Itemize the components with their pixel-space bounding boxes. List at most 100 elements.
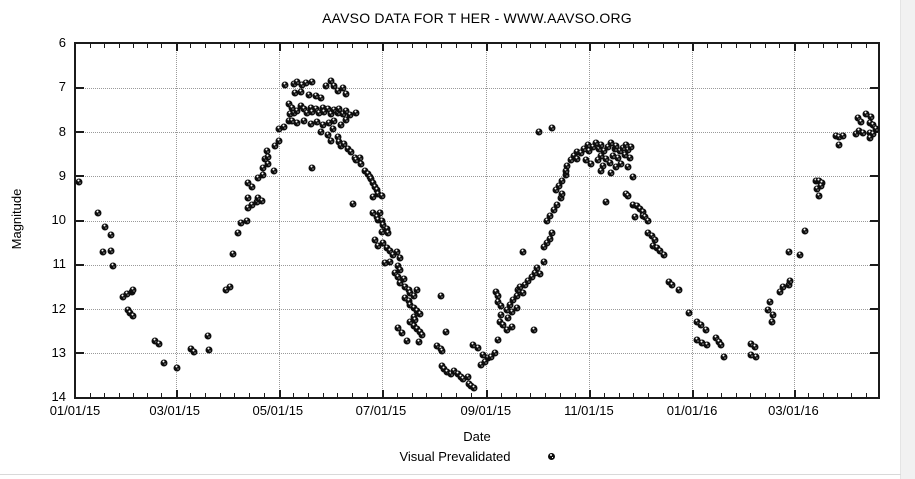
data-point xyxy=(626,154,634,162)
data-point xyxy=(222,286,230,294)
data-point xyxy=(342,116,350,124)
data-point xyxy=(867,113,875,121)
data-point xyxy=(835,141,843,149)
data-point xyxy=(442,328,450,336)
data-point xyxy=(487,353,495,361)
data-point xyxy=(308,78,316,86)
data-point xyxy=(258,197,266,205)
data-point xyxy=(540,243,548,251)
x-tick-label: 03/01/15 xyxy=(149,403,201,418)
x-minor-tick-top xyxy=(515,44,517,48)
data-point xyxy=(813,185,821,193)
data-point xyxy=(410,292,418,300)
data-point xyxy=(651,236,659,244)
data-point xyxy=(702,326,710,334)
data-point xyxy=(280,123,288,131)
x-minor-tick-top xyxy=(735,44,737,48)
data-point xyxy=(612,163,620,171)
x-minor-tick-top xyxy=(808,44,810,48)
data-point xyxy=(270,167,278,175)
data-point xyxy=(862,110,870,118)
x-minor-tick xyxy=(648,393,650,397)
x-minor-tick xyxy=(90,393,92,397)
data-point xyxy=(386,258,394,266)
x-minor-tick-top xyxy=(411,44,413,48)
x-minor-tick xyxy=(441,393,443,397)
data-point xyxy=(521,281,529,289)
x-minor-tick-top xyxy=(633,44,635,48)
data-point xyxy=(494,336,502,344)
data-point xyxy=(237,219,245,227)
data-point xyxy=(612,142,620,150)
data-point xyxy=(622,141,630,149)
x-minor-tick-top xyxy=(706,44,708,48)
data-point xyxy=(313,118,321,126)
data-point xyxy=(325,119,333,127)
data-point xyxy=(293,119,301,127)
x-minor-tick xyxy=(205,393,207,397)
horizontal-gridline xyxy=(76,88,878,90)
data-point xyxy=(555,182,563,190)
x-major-tick-top xyxy=(486,44,489,51)
y-major-tick-right xyxy=(870,219,878,222)
data-point xyxy=(293,107,301,115)
window-bottom-edge xyxy=(0,474,901,475)
x-minor-tick xyxy=(559,393,561,397)
x-minor-tick xyxy=(574,393,576,397)
data-point xyxy=(264,153,272,161)
x-minor-tick-top xyxy=(865,44,867,48)
data-point xyxy=(205,346,213,354)
data-point xyxy=(769,311,777,319)
data-point xyxy=(101,223,109,231)
x-minor-tick-top xyxy=(441,44,443,48)
data-point xyxy=(305,91,313,99)
data-point xyxy=(275,137,283,145)
x-minor-tick xyxy=(219,393,221,397)
data-point xyxy=(324,105,332,113)
x-minor-tick-top xyxy=(851,44,853,48)
data-point xyxy=(503,306,511,314)
x-minor-tick-top xyxy=(603,44,605,48)
data-point xyxy=(621,151,629,159)
x-major-tick-top xyxy=(381,44,384,51)
data-point xyxy=(616,147,624,155)
data-point xyxy=(558,177,566,185)
data-point xyxy=(693,336,701,344)
x-minor-tick-top xyxy=(249,44,251,48)
data-point xyxy=(400,275,408,283)
data-point xyxy=(582,156,590,164)
y-tick-label: 12 xyxy=(51,300,66,316)
y-tick-label: 10 xyxy=(51,212,66,227)
data-point xyxy=(263,147,271,155)
x-tick-label: 05/01/15 xyxy=(252,403,304,418)
data-point xyxy=(369,193,377,201)
x-major-tick xyxy=(793,390,796,397)
x-minor-tick-top xyxy=(132,44,134,48)
data-point xyxy=(342,90,350,98)
x-minor-tick xyxy=(308,393,310,397)
x-minor-tick-top xyxy=(426,44,428,48)
data-point xyxy=(606,159,614,167)
x-tick-label: 01/01/16 xyxy=(666,403,718,418)
data-point xyxy=(589,143,597,151)
horizontal-gridline xyxy=(76,220,878,222)
data-point xyxy=(751,343,759,351)
x-minor-tick xyxy=(735,393,737,397)
horizontal-gridline xyxy=(76,132,878,134)
data-point xyxy=(438,347,446,355)
data-point xyxy=(852,130,860,138)
x-minor-tick-top xyxy=(190,44,192,48)
x-minor-tick xyxy=(263,393,265,397)
y-major-tick xyxy=(76,87,84,90)
y-major-tick xyxy=(76,351,84,354)
x-minor-tick xyxy=(471,393,473,397)
data-point xyxy=(668,281,676,289)
x-minor-tick-top xyxy=(559,44,561,48)
data-point xyxy=(597,152,605,160)
x-minor-tick xyxy=(337,393,339,397)
data-point xyxy=(347,148,355,156)
data-point xyxy=(384,229,392,237)
y-major-tick xyxy=(76,307,84,310)
data-point xyxy=(703,341,711,349)
data-point xyxy=(607,169,615,177)
